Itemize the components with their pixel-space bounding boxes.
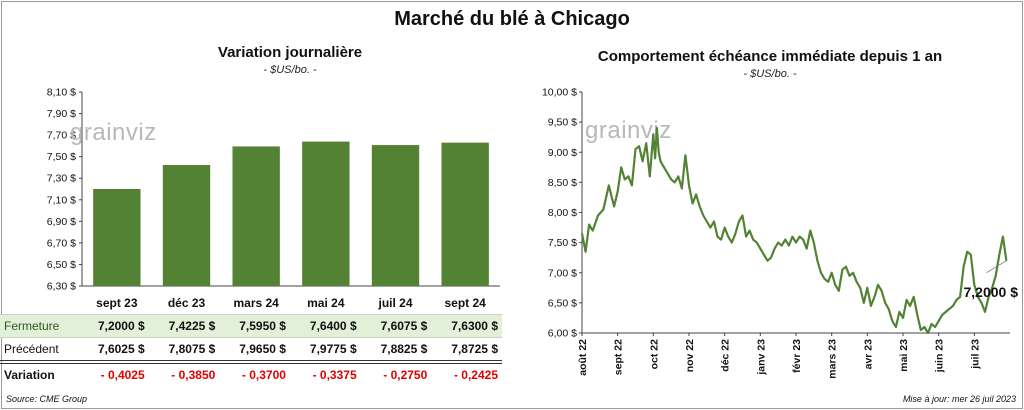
table-cell: 7,9650 $ <box>219 337 290 361</box>
line-x-tick-label: févr 23 <box>791 339 803 373</box>
table-cell: - 0,2750 <box>383 368 428 382</box>
bar-category-label: déc 23 <box>168 296 206 310</box>
line-y-tick-label: 7,00 $ <box>548 267 577 279</box>
table-cell: 7,6400 $ <box>289 314 361 338</box>
line-x-tick-label: août 22 <box>577 339 589 376</box>
table-cell: 7,6025 $ <box>78 337 149 361</box>
table-row-label: Variation <box>4 368 55 382</box>
table-cell: 7,5950 $ <box>219 314 290 338</box>
line-x-tick-label: oct 22 <box>648 339 660 370</box>
bar-y-tick-label: 7,70 $ <box>47 130 76 142</box>
bar-y-tick-label: 6,90 $ <box>47 216 76 228</box>
bar-y-tick-label: 7,30 $ <box>47 173 76 185</box>
table-cell: 7,8725 $ <box>431 337 502 361</box>
table-cell: - 0,2425 <box>453 368 498 382</box>
line-y-tick-label: 6,50 $ <box>548 297 577 309</box>
price-table: Fermeture 7,2000 $7,4225 $7,5950 $7,6400 … <box>0 314 502 386</box>
bar-category-label: sept 23 <box>96 296 138 310</box>
table-row-close: Fermeture 7,2000 $7,4225 $7,5950 $7,6400 … <box>0 314 502 338</box>
source-note: Source: CME Group <box>6 394 88 404</box>
bar-category-label: mai 24 <box>307 296 345 310</box>
bar-1 <box>162 165 211 286</box>
table-cell: 7,6300 $ <box>431 314 502 338</box>
price-line <box>580 127 1008 335</box>
main-title: Marché du blé à Chicago <box>394 8 630 30</box>
last-value-leader <box>986 260 1007 274</box>
bar-y-tick-label: 7,90 $ <box>47 108 76 120</box>
line-x-tick-label: nov 22 <box>684 339 696 372</box>
table-cell: - 0,3700 <box>241 368 286 382</box>
table-cell: 7,8825 $ <box>360 337 432 361</box>
line-chart-title: Comportement échéance immédiate depuis 1… <box>597 48 943 65</box>
table-cell: 7,4225 $ <box>148 314 220 338</box>
bar-category-label: juil 24 <box>377 296 412 310</box>
bar-chart-subtitle: - $US/bo. - <box>263 64 317 76</box>
line-x-tick-label: janv 23 <box>755 339 767 376</box>
bar-y-tick-label: 7,50 $ <box>47 151 76 163</box>
line-x-tick-label: juin 23 <box>934 339 946 373</box>
line-y-tick-label: 8,00 $ <box>548 207 577 219</box>
bar-2 <box>232 146 280 286</box>
line-x-tick-label: sept 22 <box>613 339 625 375</box>
bar-4 <box>371 145 420 286</box>
bar-y-tick-label: 6,50 $ <box>47 259 76 271</box>
line-y-tick-label: 10,00 $ <box>542 87 577 99</box>
bar-y-tick-label: 6,70 $ <box>47 237 76 249</box>
bar-chart-title: Variation journalière <box>217 44 363 61</box>
table-cell: 7,9775 $ <box>289 337 361 361</box>
table-cell: 7,6075 $ <box>360 314 432 338</box>
bar-5 <box>441 142 489 286</box>
line-y-tick-label: 9,50 $ <box>548 117 577 129</box>
table-row-label: Précédent <box>0 337 78 361</box>
table-row-label: Fermeture <box>0 314 78 338</box>
line-y-tick-label: 9,00 $ <box>548 147 577 159</box>
bar-y-tick-label: 6,30 $ <box>47 281 76 293</box>
watermark: grainviz <box>70 119 157 146</box>
bar-0 <box>93 189 141 286</box>
bar-category-label: mars 24 <box>233 296 279 310</box>
last-value-label: 7,2000 $ <box>964 284 1019 300</box>
line-x-tick-label: avr 23 <box>862 339 874 370</box>
line-y-tick-label: 7,50 $ <box>548 237 577 249</box>
line-x-tick-label: mars 23 <box>827 339 839 379</box>
line-x-tick-label: juil 23 <box>969 339 981 370</box>
table-cell: 7,2000 $ <box>78 314 149 338</box>
table-separator <box>0 360 502 364</box>
table-cell: - 0,3375 <box>312 368 357 382</box>
table-cell: - 0,3850 <box>171 368 216 382</box>
bar-y-tick-label: 8,10 $ <box>47 87 76 99</box>
bar-category-label: sept 24 <box>444 296 486 310</box>
table-cell: 7,8075 $ <box>148 337 220 361</box>
table-row-variation: Variation - 0,4025 - 0,3850 - 0,3700 - 0,337… <box>0 364 502 387</box>
line-y-tick-label: 8,50 $ <box>548 177 577 189</box>
line-x-tick-label: mai 23 <box>898 339 910 372</box>
updated-note: Mise à jour: mer 26 juil 2023 <box>902 394 1016 404</box>
line-y-tick-label: 6,00 $ <box>548 328 577 340</box>
bar-y-tick-label: 7,10 $ <box>47 194 76 206</box>
table-cell: - 0,4025 <box>100 368 145 382</box>
line-chart-subtitle: - $US/bo. - <box>743 68 797 80</box>
table-row-previous: Précédent 7,6025 $7,8075 $7,9650 $7,9775 … <box>0 337 502 361</box>
line-x-tick-label: déc 22 <box>720 339 732 372</box>
bar-3 <box>302 141 350 286</box>
